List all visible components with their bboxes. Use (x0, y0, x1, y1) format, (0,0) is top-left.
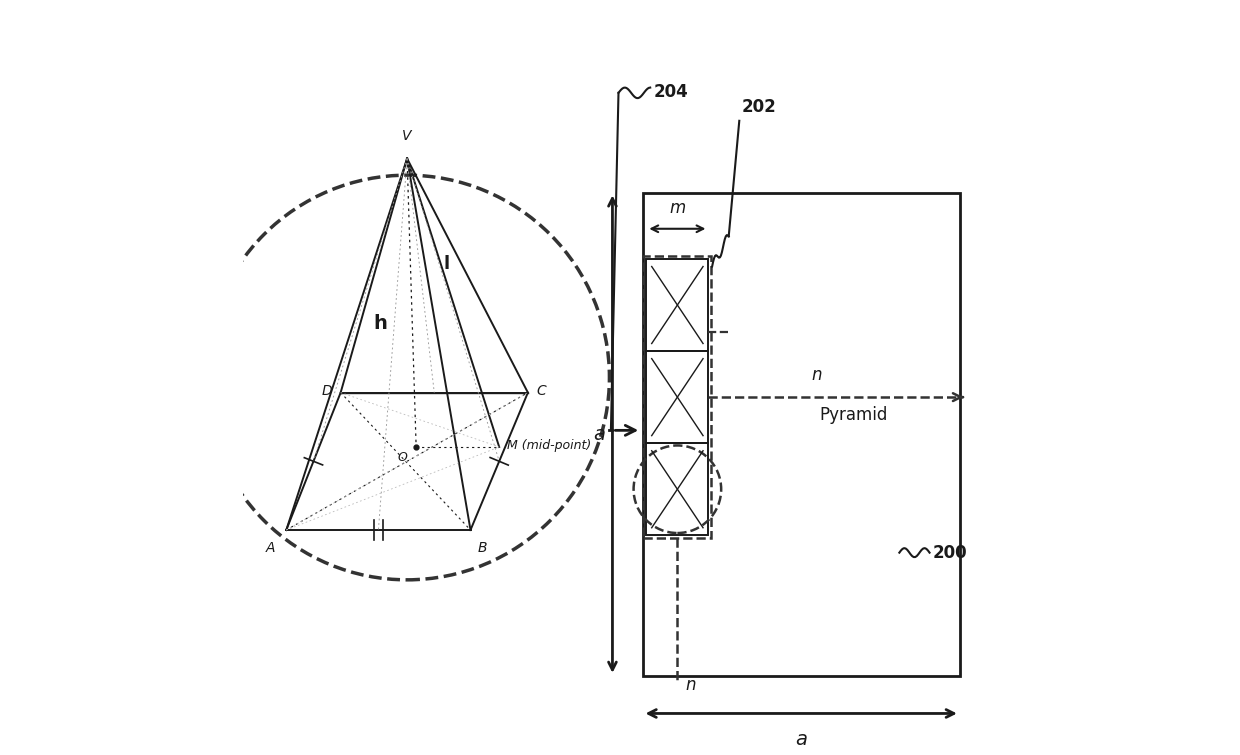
Text: 202: 202 (742, 98, 776, 116)
Bar (646, 259, 708, 351)
Bar (646, 443, 708, 535)
Text: a: a (593, 424, 605, 444)
Text: m: m (670, 199, 686, 217)
Text: h: h (373, 313, 387, 333)
Text: O: O (397, 451, 407, 464)
Text: V: V (402, 129, 412, 143)
Text: A: A (267, 541, 275, 555)
Text: M (mid-point): M (mid-point) (507, 439, 591, 452)
Text: l: l (443, 255, 449, 273)
Text: 200: 200 (932, 544, 967, 562)
Text: C: C (536, 384, 546, 398)
Text: n: n (684, 676, 696, 694)
Text: 204: 204 (653, 83, 688, 101)
Text: n: n (812, 365, 822, 384)
Text: B: B (479, 541, 487, 555)
Text: D: D (321, 384, 332, 398)
Bar (646, 351, 708, 443)
Bar (642, 193, 960, 676)
Bar (644, 256, 712, 538)
Text: Pyramid: Pyramid (820, 406, 888, 424)
Text: a: a (795, 730, 807, 749)
